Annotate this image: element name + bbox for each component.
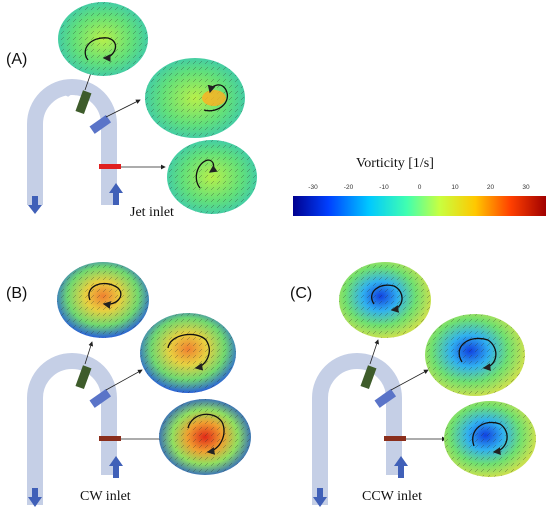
section-plots-c <box>339 262 536 477</box>
inlet-caption-c: CCW inlet <box>362 489 422 504</box>
leader-lines-c <box>369 339 447 442</box>
panel-c: (C) CCW inlet <box>290 262 536 507</box>
pipe-a <box>27 79 123 214</box>
pipe-b <box>27 353 123 507</box>
section-plots-b <box>57 262 251 475</box>
colorbar-tick: -30 <box>308 184 318 191</box>
vortex-curve-c1 <box>371 284 403 313</box>
vortex-curve-a2 <box>203 84 229 112</box>
section-green-b <box>75 365 92 390</box>
section-blue-b <box>89 388 112 408</box>
section-plots-a <box>58 2 257 214</box>
inlet-arrow-b <box>109 456 123 478</box>
colorbar-title: Vorticity [1/s] <box>356 156 434 171</box>
vortex-curve-c2 <box>458 337 497 371</box>
leader-lines-b <box>84 341 167 442</box>
section-red-b <box>99 436 121 441</box>
vortex-curve-b3 <box>187 413 225 455</box>
section-red-a <box>99 164 121 169</box>
vortex-curve-c3 <box>472 421 508 455</box>
colorbar-tick: -10 <box>379 184 389 191</box>
section-green-c <box>360 365 377 390</box>
vortex-curve-b2 <box>167 333 210 371</box>
inlet-arrow-c <box>394 456 408 478</box>
colorbar-ticks: -30 -20 -10 0 10 20 30 <box>308 184 530 191</box>
inlet-caption-a: Jet inlet <box>130 205 174 220</box>
panel-c-label: (C) <box>290 285 312 302</box>
colorbar-tick: 10 <box>451 184 459 191</box>
outlet-arrow-b <box>28 488 42 507</box>
section-red-c <box>384 436 406 441</box>
panel-a: (A) Jet inlet <box>6 2 257 220</box>
inlet-arrow-a <box>109 183 123 205</box>
vortex-curve-b1 <box>88 283 122 309</box>
colorbar-tick: 30 <box>522 184 530 191</box>
panel-b-label: (B) <box>6 285 27 302</box>
section-blue-a <box>89 114 112 134</box>
panel-a-label: (A) <box>6 51 27 68</box>
vortex-curve-a3 <box>195 159 218 189</box>
colorbar-tick: -20 <box>344 184 354 191</box>
pipe-c <box>312 353 408 507</box>
colorbar-tick: 0 <box>418 184 422 191</box>
colorbar-gradient <box>293 196 546 216</box>
outlet-arrow-c <box>313 488 327 507</box>
inlet-caption-b: CW inlet <box>80 489 131 504</box>
colorbar: Vorticity [1/s] -30 -20 -10 0 10 20 30 <box>293 156 546 216</box>
section-green-a <box>75 90 92 115</box>
section-blue-c <box>374 388 397 408</box>
vortex-curve-a1 <box>84 37 117 62</box>
outlet-arrow-a <box>28 196 42 214</box>
colorbar-tick: 20 <box>487 184 495 191</box>
panel-b: (B) CW inlet <box>6 262 251 507</box>
